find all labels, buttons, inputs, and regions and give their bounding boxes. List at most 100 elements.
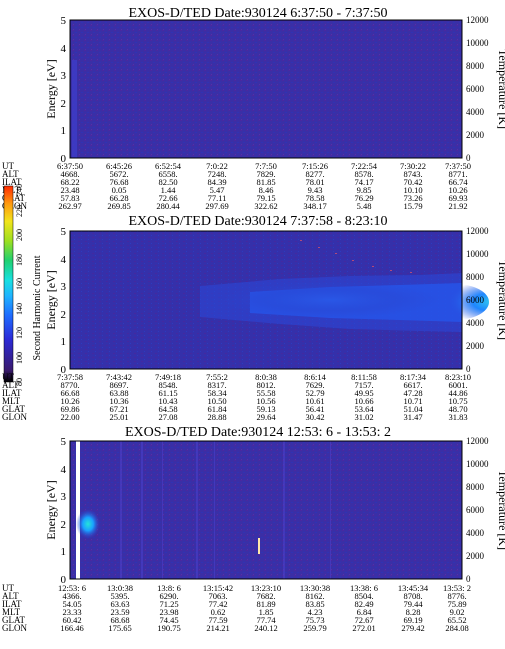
eph-cell: 8277. xyxy=(305,169,324,179)
eph-cell: 6617. xyxy=(403,380,422,390)
eph-row-label: MLT xyxy=(2,607,21,617)
eph-cell: 78.01 xyxy=(305,177,324,187)
y-ticks: 0 1 2 3 4 5 xyxy=(61,15,67,165)
eph-cell: 1.85 xyxy=(259,607,274,617)
y2-tick-label: 4000 xyxy=(466,318,485,328)
y-tick-label: 0 xyxy=(61,574,67,586)
eph-cell: 7:7:50 xyxy=(255,161,277,171)
eph-cell: 13:23:10 xyxy=(251,583,281,593)
y-tick-label: 1 xyxy=(61,125,67,137)
eph-cell: 8:0:38 xyxy=(255,372,277,382)
eph-cell: 69.19 xyxy=(403,615,422,625)
panel-1: EXOS-D/TED Date:930124 6:37:50 - 7:37:50… xyxy=(2,6,505,211)
stripe xyxy=(196,441,198,579)
y-tick-label: 3 xyxy=(61,491,67,503)
y2-ticks: 0 2000 4000 6000 8000 10000 12000 xyxy=(466,226,489,374)
eph-cell: 55.58 xyxy=(256,388,275,398)
eph-cell: 82.49 xyxy=(354,599,373,609)
eph-column: 7:0:22 7248. 84.39 5.47 77.11 297.69 xyxy=(205,161,228,211)
heatmap-band-glow xyxy=(220,282,440,318)
eph-cell: 10.66 xyxy=(354,396,373,406)
heatmap-vertical-stripes xyxy=(120,441,331,579)
y-tick-label: 1 xyxy=(61,546,67,558)
eph-cell: 284.08 xyxy=(445,623,468,633)
eph-cell: 47.28 xyxy=(403,388,422,398)
eph-cell: 68.68 xyxy=(110,615,129,625)
speckle xyxy=(318,247,320,248)
eph-cell: 7:37:50 xyxy=(445,161,471,171)
eph-cell: 44.86 xyxy=(448,388,467,398)
ephemeris-table: UT ALT ILAT MLT GLAT GLON 7:37:58 8770. … xyxy=(2,372,471,422)
eph-column: 12:53: 6 4366. 54.05 23.33 60.42 166.46 xyxy=(58,583,86,633)
eph-cell: 52.79 xyxy=(305,388,324,398)
y2-tick-label: 0 xyxy=(466,153,471,163)
eph-cell: 74.17 xyxy=(354,177,373,187)
eph-column: 8:23:10 6001. 44.86 10.75 48.70 31.83 xyxy=(445,372,471,422)
eph-cell: 8:11:58 xyxy=(351,372,377,382)
eph-cell: 81.89 xyxy=(256,599,275,609)
eph-cell: 76.29 xyxy=(354,193,373,203)
eph-cell: 7:0:22 xyxy=(206,161,228,171)
eph-cell: 6001. xyxy=(448,380,467,390)
eph-cell: 48.70 xyxy=(448,404,467,414)
eph-cell: 10.61 xyxy=(305,396,324,406)
eph-cell: 322.62 xyxy=(254,201,277,211)
y2-tick-label: 10000 xyxy=(466,249,489,259)
eph-column: 13:53: 2 8776. 75.89 9.02 65.52 284.08 xyxy=(443,583,471,633)
eph-cell: 70.42 xyxy=(403,177,422,187)
eph-cell: 49.95 xyxy=(354,388,373,398)
heatmap-edge-peak xyxy=(421,284,489,320)
eph-cell: 61.15 xyxy=(158,388,177,398)
eph-cell: 77.11 xyxy=(208,193,227,203)
y2-tick-label: 12000 xyxy=(466,226,489,236)
eph-column: 13:23:10 7682. 81.89 1.85 77.74 240.12 xyxy=(251,583,281,633)
colorbar-tick-label: 240 xyxy=(15,184,24,196)
eph-column: 6:37:50 4668. 68.22 23.48 57.83 262.97 xyxy=(57,161,83,211)
eph-cell: 0.05 xyxy=(112,185,127,195)
panel-title: EXOS-D/TED Date:930124 12:53: 6 - 13:53:… xyxy=(125,425,391,440)
eph-cell: 259.79 xyxy=(303,623,326,633)
eph-cell: 31.47 xyxy=(403,412,422,422)
eph-row-label: MLT xyxy=(2,396,21,406)
eph-row-label: GLON xyxy=(2,412,27,422)
eph-cell: 279.42 xyxy=(401,623,424,633)
eph-cell: 297.69 xyxy=(205,201,228,211)
eph-cell: 10.10 xyxy=(403,185,422,195)
panel-title: EXOS-D/TED Date:930124 7:37:58 - 8:23:10 xyxy=(129,214,388,229)
eph-column: 7:49:18 8548. 61.15 10.43 64.58 27.08 xyxy=(155,372,181,422)
eph-cell: 10.56 xyxy=(256,396,275,406)
eph-column: 6:45:26 5672. 76.68 0.05 66.28 269.85 xyxy=(106,161,132,211)
eph-cell: 22.00 xyxy=(60,412,79,422)
y2-tick-label: 2000 xyxy=(466,551,485,561)
y-tick-label: 0 xyxy=(61,364,67,376)
eph-cell: 8:6:14 xyxy=(304,372,326,382)
eph-cell: 30.42 xyxy=(305,412,324,422)
eph-cell: 7682. xyxy=(256,591,275,601)
y-axis-label: Energy [eV] xyxy=(44,59,58,118)
eph-cell: 7063. xyxy=(208,591,227,601)
eph-cell: 7:43:42 xyxy=(106,372,132,382)
colorbar-tick-label: 80 xyxy=(15,378,24,386)
y2-axis-label: Temperature [K] xyxy=(496,470,505,550)
colorbar-tick-label: 140 xyxy=(15,303,24,315)
heatmap-upper-speckles xyxy=(300,240,412,273)
panel-title: EXOS-D/TED Date:930124 6:37:50 - 7:37:50 xyxy=(129,6,388,21)
eph-cell: 71.25 xyxy=(159,599,178,609)
stripe xyxy=(141,441,143,579)
eph-row-label: ILAT xyxy=(2,388,22,398)
ephemeris-table: UT ALT ILAT MLT GLAT GLON 6:37:50 4668. … xyxy=(2,161,471,211)
colorbar-tick-label: 180 xyxy=(15,254,24,266)
stripe xyxy=(330,441,331,579)
eph-row-label: GLON xyxy=(2,623,27,633)
y2-tick-label: 12000 xyxy=(466,15,489,25)
y-tick-label: 3 xyxy=(61,281,67,293)
eph-cell: 82.50 xyxy=(158,177,177,187)
eph-cell: 28.88 xyxy=(207,412,226,422)
eph-cell: 64.58 xyxy=(158,404,177,414)
y2-tick-label: 0 xyxy=(466,364,471,374)
eph-cell: 31.83 xyxy=(448,412,467,422)
eph-cell: 61.84 xyxy=(207,404,227,414)
eph-cell: 8317. xyxy=(207,380,226,390)
eph-cell: 31.02 xyxy=(354,412,373,422)
eph-cell: 6290. xyxy=(159,591,178,601)
